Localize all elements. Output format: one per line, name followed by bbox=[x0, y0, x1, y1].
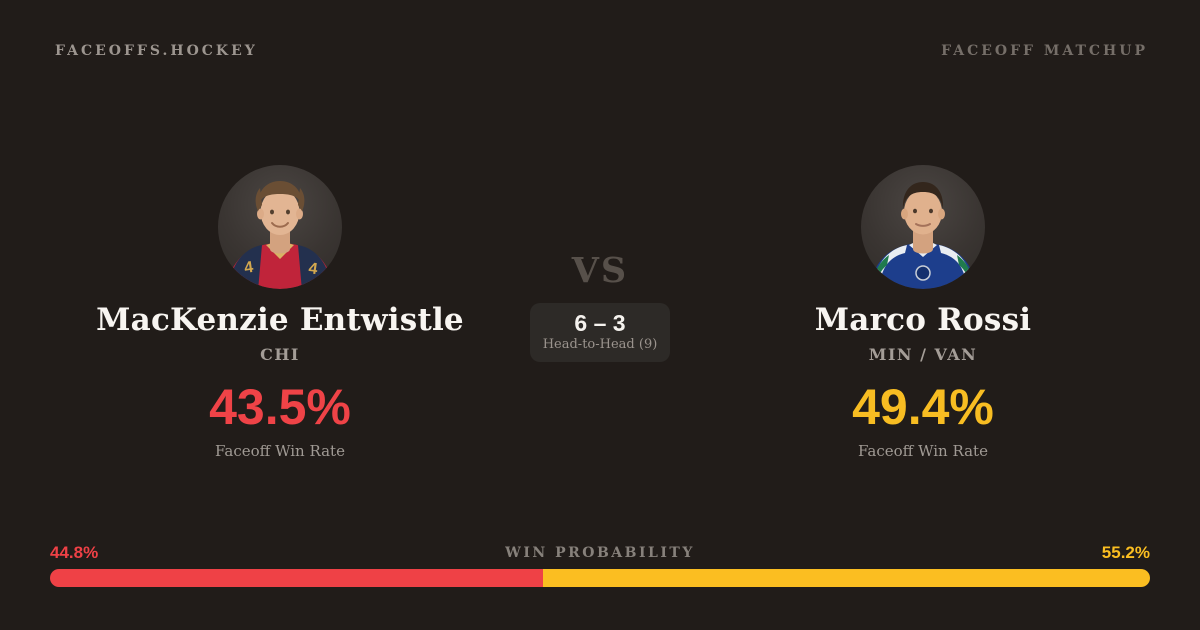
player-right-panel: Marco Rossi MIN / VAN 49.4% Faceoff Win … bbox=[733, 165, 1113, 460]
prob-bar-right bbox=[542, 569, 1150, 587]
player-left-name: MacKenzie Entwistle bbox=[96, 302, 464, 338]
win-probability-left-pct: 44.8% bbox=[50, 543, 99, 562]
svg-text:4: 4 bbox=[307, 260, 318, 278]
player-left-team: CHI bbox=[260, 345, 300, 365]
head-to-head-box: 6 – 3 Head-to-Head (9) bbox=[530, 303, 670, 362]
player-left-win-rate: 43.5% bbox=[209, 379, 351, 436]
player-photo-blue-jersey bbox=[869, 182, 977, 289]
player-left-win-rate-label: Faceoff Win Rate bbox=[215, 442, 345, 461]
player-right-avatar bbox=[861, 165, 985, 289]
player-photo-red-jersey: 4 4 bbox=[226, 181, 334, 289]
prob-bar-left bbox=[50, 569, 543, 587]
head-to-head-sublabel: Head-to-Head (9) bbox=[542, 337, 658, 353]
win-probability-label: WIN PROBABILITY bbox=[505, 545, 695, 561]
player-right-win-rate-label: Faceoff Win Rate bbox=[858, 442, 988, 461]
player-right-win-rate: 49.4% bbox=[852, 379, 994, 436]
versus-label: VS bbox=[571, 250, 629, 291]
head-to-head-score: 6 – 3 bbox=[574, 310, 626, 336]
player-right-name: Marco Rossi bbox=[814, 302, 1032, 338]
player-right-team: MIN / VAN bbox=[868, 345, 978, 365]
player-left-panel: 4 4 bbox=[90, 165, 470, 460]
matchup-type-label: FACEOFF MATCHUP bbox=[941, 43, 1148, 59]
win-probability-right-pct: 55.2% bbox=[1101, 543, 1150, 562]
player-left-avatar: 4 4 bbox=[218, 165, 342, 289]
brand: FACEOFFS.HOCKEY bbox=[55, 43, 258, 59]
svg-text:4: 4 bbox=[243, 259, 254, 277]
win-probability-bar bbox=[50, 569, 1150, 587]
